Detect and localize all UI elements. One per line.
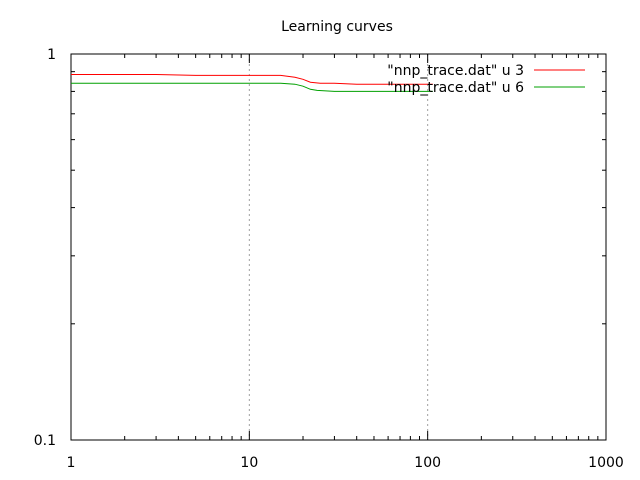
y-tick-label: 1 [47, 47, 56, 63]
series-lines [71, 74, 433, 92]
gridlines [248, 54, 429, 440]
x-tick-label: 1000 [588, 455, 624, 471]
series-line-1 [71, 74, 433, 85]
x-tick-label: 10 [240, 455, 258, 471]
tick-labels: 1 10 100 1000 0.1 1 [34, 47, 624, 471]
x-tick-label: 100 [414, 455, 441, 471]
legend-label-2: "nnp_trace.dat" u 6 [387, 80, 524, 96]
chart-title: Learning curves [281, 19, 393, 35]
legend: "nnp_trace.dat" u 3"nnp_trace.dat" u 6 [387, 63, 585, 96]
legend-label-1: "nnp_trace.dat" u 3 [387, 63, 524, 79]
x-tick-label: 1 [67, 455, 76, 471]
series-line-2 [71, 82, 433, 92]
plot-frame [70, 53, 607, 441]
y-tick-label: 0.1 [34, 433, 56, 449]
axis-ticks [70, 54, 606, 440]
